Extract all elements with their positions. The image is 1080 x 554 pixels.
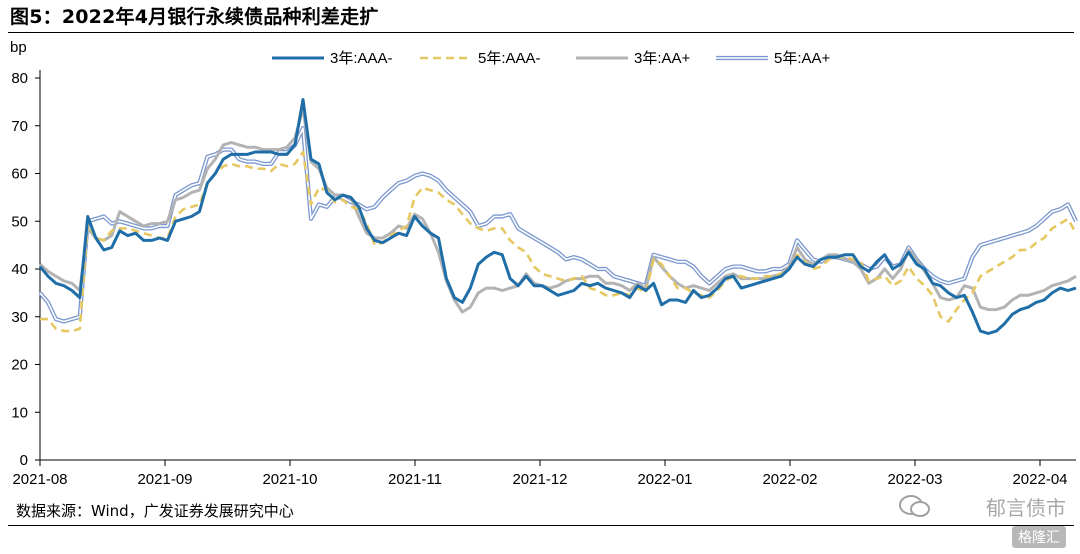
x-tick-label: 2022-03 [887,471,942,488]
source-note: 数据来源：Wind，广发证券发展研究中心 [16,502,294,520]
title-divider [8,32,1074,33]
series-5y-aaa-minus-line [40,150,1078,333]
y-tick-label: 10 [11,404,28,421]
watermark-badge: 格隆汇 [1012,526,1066,548]
x-tick-label: 2021-11 [388,471,442,488]
y-axis-label: bp [10,39,27,56]
x-tick-label: 2022-02 [762,471,817,488]
y-tick-label: 70 [11,118,28,135]
y-tick-label: 50 [11,213,28,230]
series-3y-aaa-minus-line [38,98,1077,335]
y-tick-label: 20 [11,357,28,374]
legend-3y-aa-plus-label: 3年:AA+ [634,50,691,67]
y-tick-label: 0 [20,452,28,469]
watermark-text: 郁言债市 [986,496,1066,520]
x-tick-label: 2021-12 [512,471,567,488]
y-tick-label: 40 [11,261,28,278]
series-5y-aa-plus-line [38,126,1078,324]
footer-divider [8,525,1074,526]
x-tick-label: 2022-04 [1012,471,1067,488]
series-5y-aa-plus-line-inner [39,127,1077,323]
legend-3y-aaa-minus-label: 3年:AAA- [330,50,393,67]
legend-5y-aa-plus-label: 5年:AA+ [774,50,831,67]
x-tick-label: 2021-08 [12,471,67,488]
wechat-icon [899,495,930,517]
y-tick-label: 30 [11,309,28,326]
legend-5y-aaa-minus-label: 5年:AAA- [478,50,541,67]
x-tick-label: 2021-10 [262,471,317,488]
x-tick-label: 2021-09 [137,471,192,488]
page-title: 图5：2022年4月银行永续债品种利差走扩 [10,6,379,28]
y-tick-label: 80 [11,70,28,87]
x-tick-label: 2022-01 [637,471,692,488]
y-tick-label: 60 [11,166,28,183]
